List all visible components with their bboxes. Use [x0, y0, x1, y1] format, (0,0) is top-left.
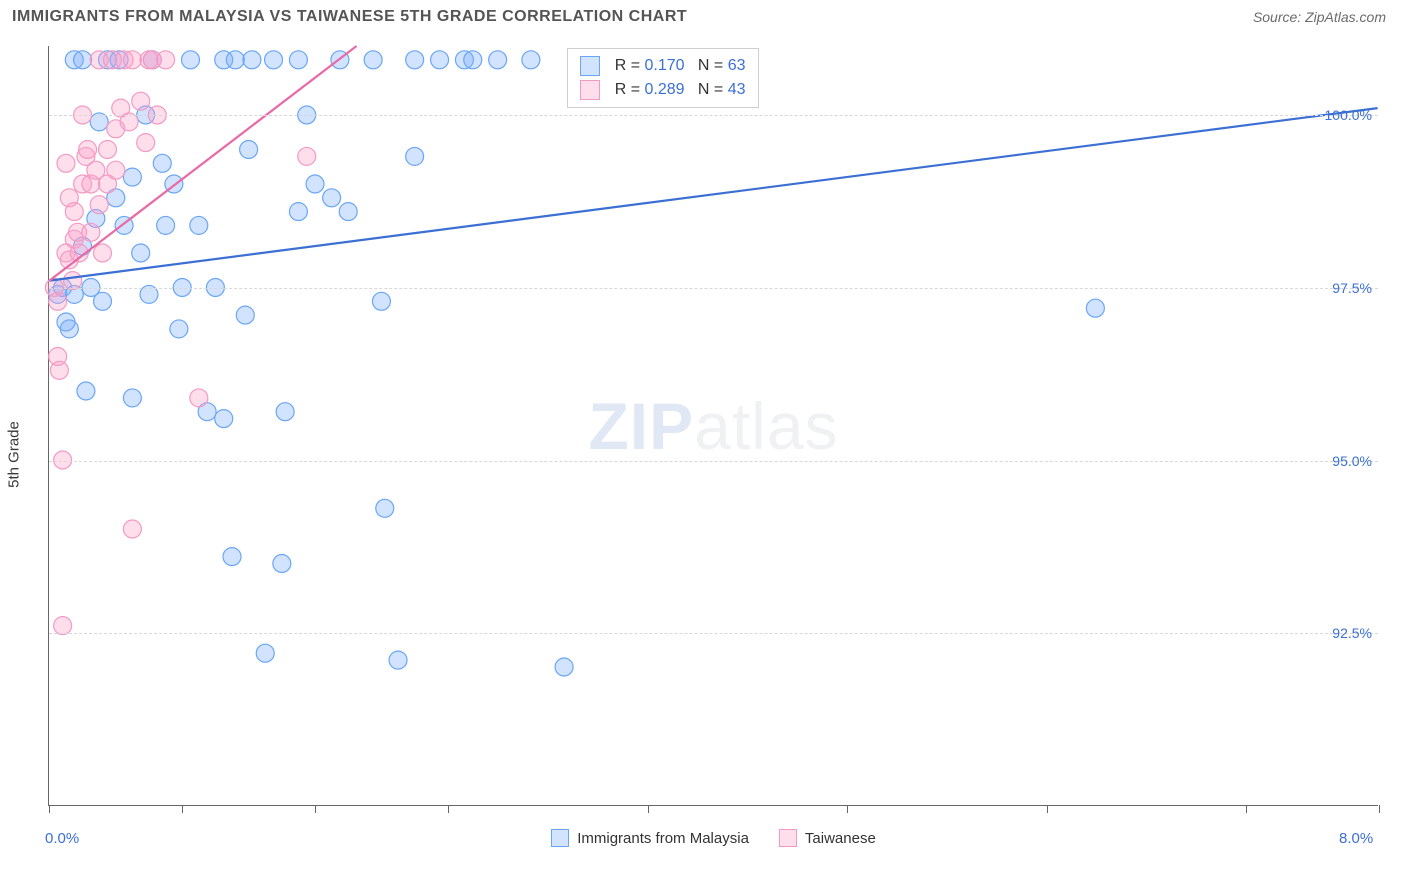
data-point — [157, 216, 175, 234]
x-tick — [847, 805, 848, 813]
data-point — [522, 51, 540, 69]
y-tick-label: 97.5% — [1332, 280, 1372, 296]
data-point — [90, 196, 108, 214]
x-tick-label: 8.0% — [1339, 830, 1373, 847]
x-tick-label: 0.0% — [45, 830, 79, 847]
y-tick-label: 95.0% — [1332, 453, 1372, 469]
data-point — [273, 555, 291, 573]
data-point — [50, 361, 68, 379]
data-point — [82, 223, 100, 241]
data-point — [57, 154, 75, 172]
correlation-swatch-icon — [580, 56, 600, 76]
data-point — [243, 51, 261, 69]
y-tick-label: 92.5% — [1332, 625, 1372, 641]
data-point — [289, 51, 307, 69]
y-tick-label: 100.0% — [1325, 107, 1372, 123]
data-point — [372, 292, 390, 310]
data-point — [60, 320, 78, 338]
data-point — [339, 203, 357, 221]
y-axis-label: 5th Grade — [6, 421, 23, 488]
grid-line — [49, 461, 1378, 462]
data-point — [256, 644, 274, 662]
data-point — [79, 141, 97, 159]
chart-title: IMMIGRANTS FROM MALAYSIA VS TAIWANESE 5T… — [12, 8, 687, 26]
data-point — [323, 189, 341, 207]
x-tick — [1246, 805, 1247, 813]
data-point — [77, 382, 95, 400]
data-point — [364, 51, 382, 69]
data-point — [123, 520, 141, 538]
data-point — [215, 410, 233, 428]
legend-bottom: Immigrants from Malaysia Taiwanese — [49, 829, 1378, 847]
data-point — [555, 658, 573, 676]
data-point — [54, 617, 72, 635]
data-point — [289, 203, 307, 221]
data-point — [265, 51, 283, 69]
data-point — [464, 51, 482, 69]
data-point — [123, 389, 141, 407]
legend-swatch-icon — [551, 829, 569, 847]
data-point — [389, 651, 407, 669]
correlation-text: R = 0.170 N = 63 — [610, 54, 745, 78]
data-point — [298, 147, 316, 165]
x-tick — [1379, 805, 1380, 813]
data-point — [1086, 299, 1104, 317]
correlation-row: R = 0.289 N = 43 — [580, 78, 745, 102]
chart-header: IMMIGRANTS FROM MALAYSIA VS TAIWANESE 5T… — [0, 0, 1406, 32]
x-tick — [315, 805, 316, 813]
correlation-row: R = 0.170 N = 63 — [580, 54, 745, 78]
data-point — [236, 306, 254, 324]
legend-label: Taiwanese — [805, 830, 876, 847]
source-label: Source: ZipAtlas.com — [1253, 9, 1386, 25]
data-point — [94, 244, 112, 262]
data-point — [170, 320, 188, 338]
x-tick — [1047, 805, 1048, 813]
data-point — [306, 175, 324, 193]
data-point — [98, 141, 116, 159]
data-point — [489, 51, 507, 69]
correlation-swatch-icon — [580, 80, 600, 100]
data-point — [276, 403, 294, 421]
data-point — [240, 141, 258, 159]
x-tick — [49, 805, 50, 813]
data-point — [123, 51, 141, 69]
data-point — [137, 134, 155, 152]
grid-line — [49, 115, 1378, 116]
data-point — [376, 499, 394, 517]
legend-swatch-icon — [779, 829, 797, 847]
data-point — [153, 154, 171, 172]
chart-plot-area: ZIPatlas R = 0.170 N = 63 R = 0.289 N = … — [48, 46, 1378, 806]
data-point — [107, 161, 125, 179]
data-point — [406, 51, 424, 69]
x-tick — [182, 805, 183, 813]
regression-line — [49, 108, 1377, 280]
data-point — [123, 168, 141, 186]
scatter-svg — [49, 46, 1378, 805]
grid-line — [49, 633, 1378, 634]
data-point — [132, 92, 150, 110]
data-point — [190, 389, 208, 407]
data-point — [132, 244, 150, 262]
data-point — [157, 51, 175, 69]
grid-line — [49, 288, 1378, 289]
x-tick — [648, 805, 649, 813]
data-point — [74, 51, 92, 69]
legend-label: Immigrants from Malaysia — [577, 830, 749, 847]
x-tick — [448, 805, 449, 813]
data-point — [406, 147, 424, 165]
data-point — [65, 203, 83, 221]
data-point — [223, 548, 241, 566]
data-point — [190, 216, 208, 234]
data-point — [226, 51, 244, 69]
data-point — [49, 292, 67, 310]
data-point — [182, 51, 200, 69]
legend-item-taiwanese: Taiwanese — [779, 829, 876, 847]
correlation-box: R = 0.170 N = 63 R = 0.289 N = 43 — [567, 48, 758, 108]
correlation-text: R = 0.289 N = 43 — [610, 78, 745, 102]
data-point — [431, 51, 449, 69]
legend-item-malaysia: Immigrants from Malaysia — [551, 829, 749, 847]
data-point — [94, 292, 112, 310]
